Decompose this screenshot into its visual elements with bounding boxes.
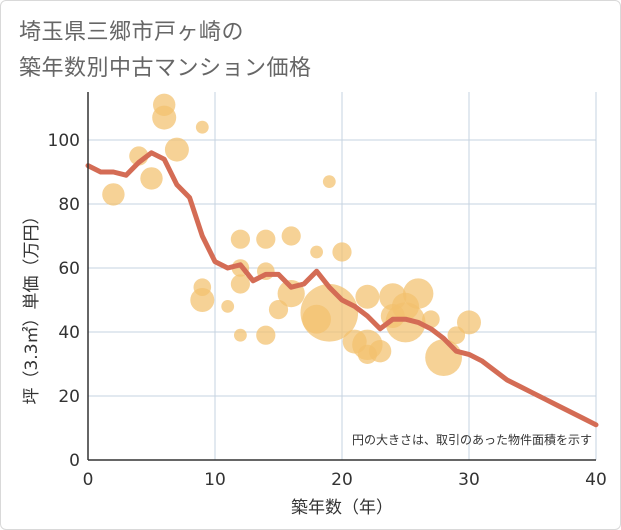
y-tick-label: 80 bbox=[58, 195, 80, 215]
bubble-point bbox=[234, 328, 247, 342]
bubble-point bbox=[256, 325, 276, 345]
bubble-point bbox=[230, 274, 250, 294]
bubble-point bbox=[256, 229, 276, 249]
bubble-point bbox=[368, 340, 392, 363]
bubble-point bbox=[195, 120, 209, 134]
y-tick-label: 20 bbox=[58, 387, 80, 407]
bubble-point bbox=[190, 288, 215, 312]
bubble-point bbox=[322, 175, 336, 189]
y-axis-title: 坪（3.3㎡）単価（万円） bbox=[22, 207, 42, 404]
bubble-point bbox=[164, 137, 189, 162]
bubble-point bbox=[425, 339, 462, 376]
x-tick-label: 0 bbox=[83, 470, 94, 490]
bubble-series bbox=[102, 93, 481, 376]
x-axis-title: 築年数（年） bbox=[291, 498, 393, 518]
x-tick-label: 20 bbox=[331, 470, 353, 490]
bubble-point bbox=[268, 300, 289, 320]
bubble-point bbox=[457, 310, 481, 335]
bubble-point bbox=[403, 278, 434, 309]
bubble-point bbox=[332, 242, 352, 262]
trend-line bbox=[85, 150, 599, 428]
x-tick-label: 10 bbox=[204, 470, 226, 490]
grid-lines bbox=[88, 92, 597, 460]
bubble-point bbox=[422, 310, 440, 329]
y-tick-label: 40 bbox=[58, 323, 80, 343]
chart-title-line2: 築年数別中古マンション価格 bbox=[19, 56, 312, 81]
chart-title-line1: 埼玉県三郷市戸ヶ崎の bbox=[19, 20, 245, 45]
y-tick-label: 60 bbox=[58, 259, 80, 279]
bubble-point bbox=[102, 183, 125, 206]
bubble-point bbox=[355, 284, 380, 309]
x-tick-label: 30 bbox=[458, 470, 480, 490]
bubble-point bbox=[385, 302, 426, 343]
bubble-point bbox=[310, 245, 323, 259]
bubble-point bbox=[230, 229, 250, 249]
bubble-size-note: 円の大きさは、取引のあった物件面積を示す bbox=[352, 432, 592, 447]
bubble-point bbox=[281, 226, 301, 246]
chart-title: 埼玉県三郷市戸ヶ崎の 築年数別中古マンション価格 bbox=[19, 15, 312, 87]
axes bbox=[87, 92, 596, 461]
bubble-point bbox=[221, 300, 235, 313]
bubble-point bbox=[152, 105, 177, 130]
y-tick-label: 100 bbox=[48, 131, 80, 151]
x-tick-label: 40 bbox=[585, 470, 607, 490]
tick-labels: 0 10 20 30 40 0 20 40 60 80 100 bbox=[48, 131, 607, 490]
bubble-point bbox=[140, 167, 163, 190]
y-tick-label: 0 bbox=[69, 451, 80, 471]
